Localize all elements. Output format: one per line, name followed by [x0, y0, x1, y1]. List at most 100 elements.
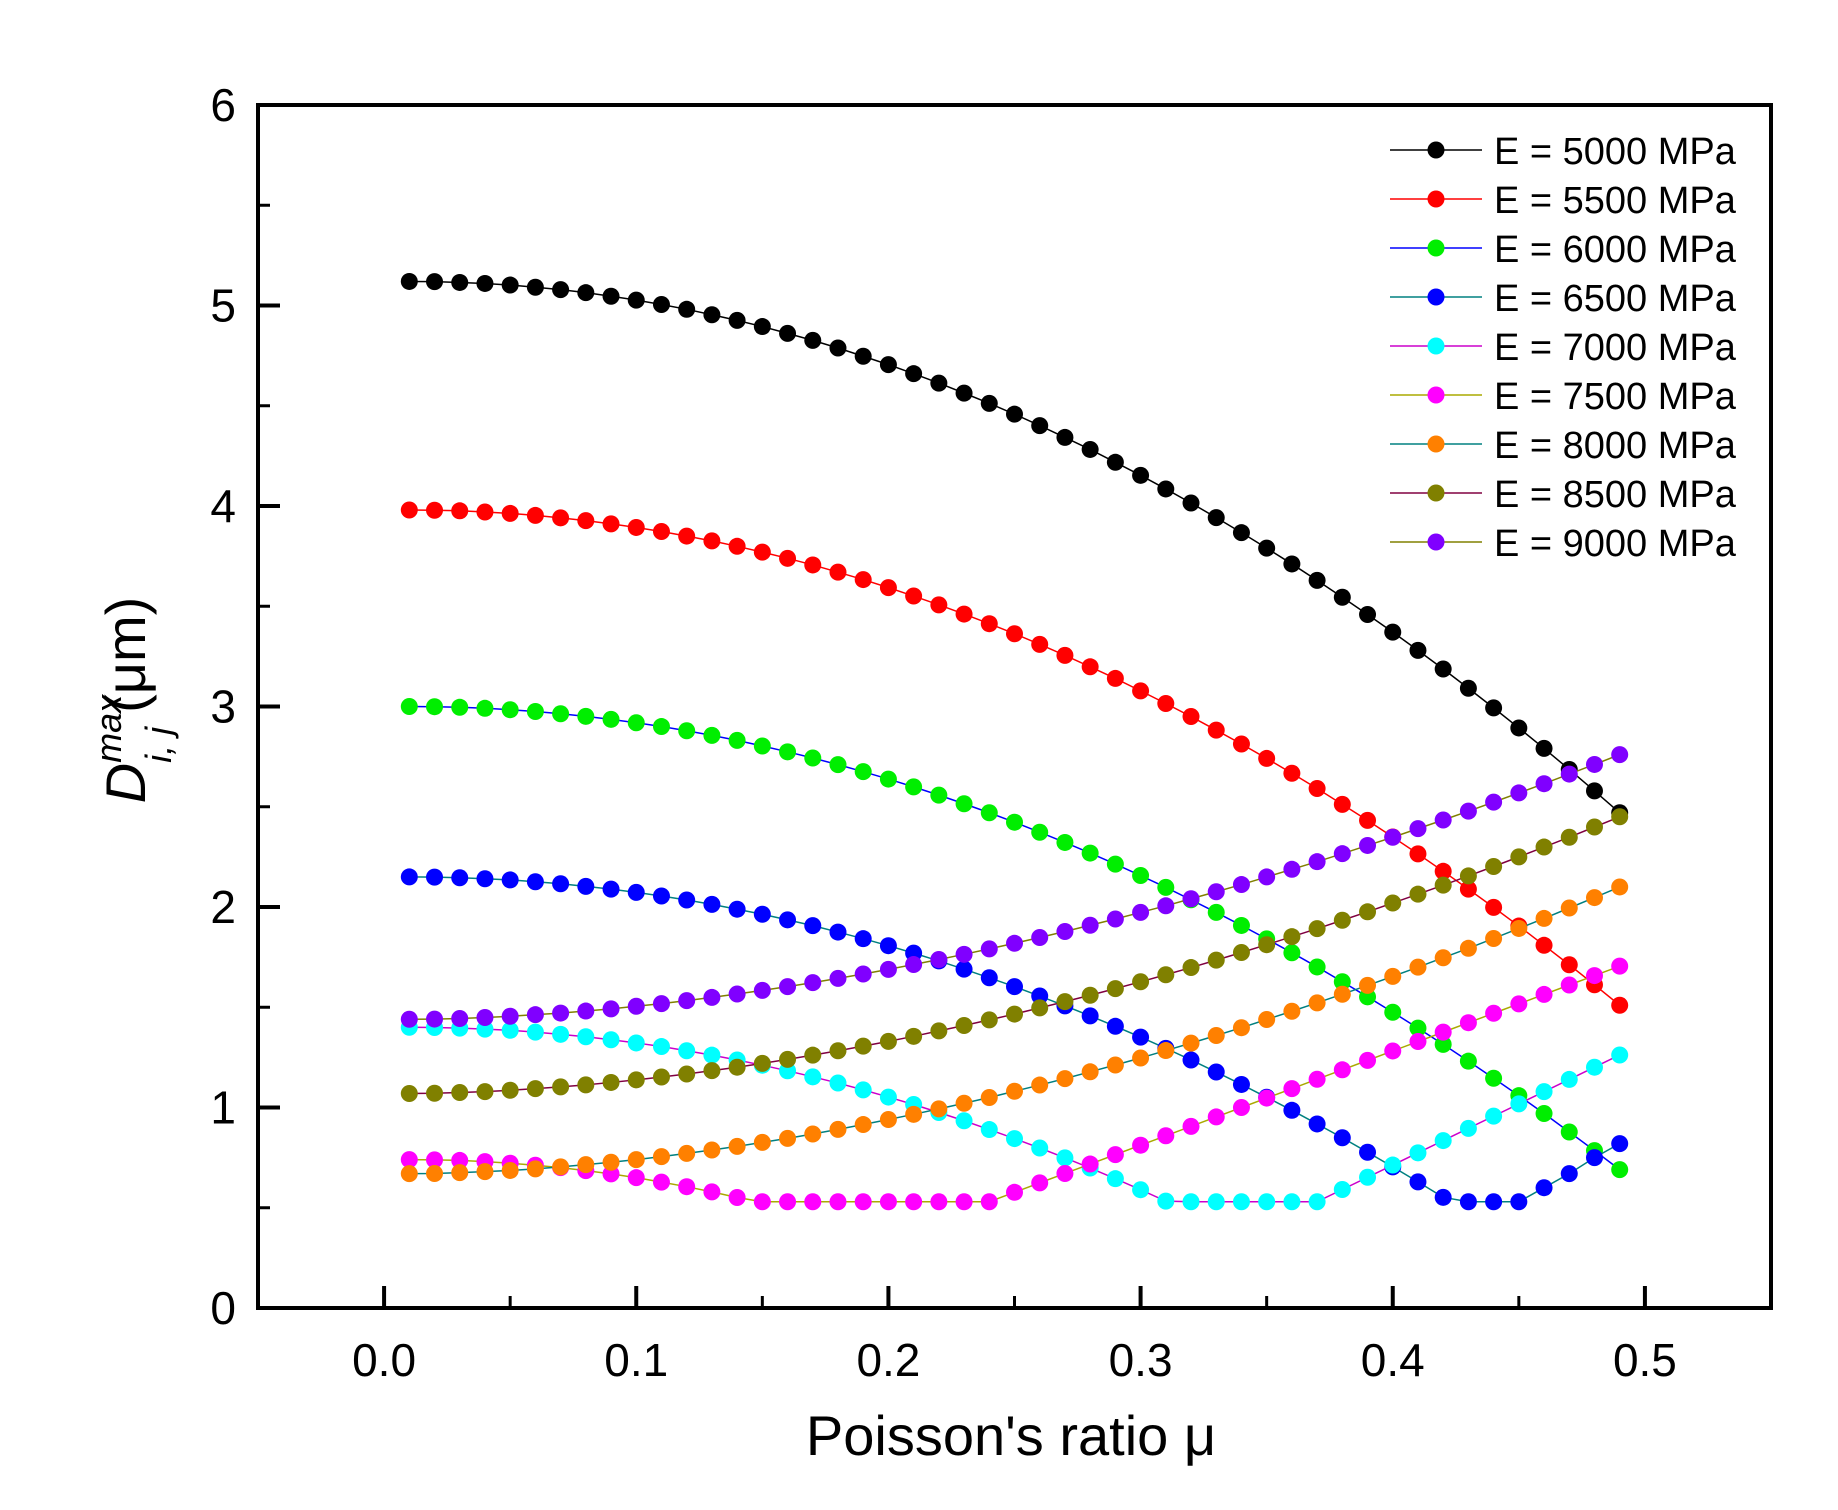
data-point: [1258, 1089, 1276, 1107]
data-point: [1207, 721, 1225, 739]
legend-item: E = 9000 MPa: [1390, 523, 1737, 565]
data-point: [1258, 539, 1276, 557]
data-point: [526, 1023, 544, 1041]
legend-marker: [1427, 337, 1445, 355]
data-point: [1485, 898, 1503, 916]
data-point: [703, 1062, 721, 1080]
data-point: [1510, 848, 1528, 866]
data-point: [1535, 909, 1553, 927]
data-point: [526, 506, 544, 524]
data-point: [1157, 966, 1175, 984]
data-point: [400, 1165, 418, 1183]
data-point: [1333, 911, 1351, 929]
y-tick-label: 1: [210, 1082, 236, 1134]
data-point: [1031, 417, 1049, 435]
data-point: [552, 705, 570, 723]
data-point: [854, 1037, 872, 1055]
data-point: [1333, 1181, 1351, 1199]
y-tick-label: 2: [210, 881, 236, 933]
series-5: [400, 957, 1629, 1211]
data-point: [1056, 1164, 1074, 1182]
data-point: [753, 1193, 771, 1211]
data-point: [1434, 1023, 1452, 1041]
data-point: [1207, 951, 1225, 969]
data-point: [1232, 876, 1250, 894]
data-point: [451, 1083, 469, 1101]
data-point: [854, 930, 872, 948]
series-7: [400, 808, 1629, 1102]
data-point: [1535, 936, 1553, 954]
data-point: [1157, 694, 1175, 712]
data-point: [854, 965, 872, 983]
data-point: [829, 1042, 847, 1060]
legend-marker: [1427, 141, 1445, 159]
data-point: [1182, 1051, 1200, 1069]
data-point: [955, 1112, 973, 1130]
data-point: [627, 518, 645, 536]
data-point: [1283, 860, 1301, 878]
data-point: [1434, 1188, 1452, 1206]
data-point: [829, 923, 847, 941]
data-point: [1611, 746, 1629, 764]
data-point: [426, 273, 444, 291]
y-tick-label: 4: [210, 480, 236, 532]
data-point: [451, 1164, 469, 1182]
data-point: [1283, 928, 1301, 946]
data-point: [526, 1006, 544, 1024]
data-point: [1006, 1130, 1023, 1148]
data-point: [1258, 868, 1276, 886]
data-point: [1157, 897, 1175, 915]
data-point: [1308, 1193, 1326, 1211]
data-point: [1182, 1034, 1200, 1052]
data-point: [1232, 916, 1250, 934]
data-point: [703, 1183, 721, 1201]
data-point: [1006, 1082, 1023, 1100]
data-point: [1258, 1193, 1276, 1211]
data-point: [652, 1148, 670, 1166]
data-point: [753, 1054, 771, 1072]
data-point: [1056, 428, 1074, 446]
data-point: [804, 1068, 822, 1086]
data-point: [1132, 867, 1150, 885]
x-tick-label: 0.0: [352, 1334, 416, 1386]
data-point: [829, 563, 847, 581]
data-point: [526, 1080, 544, 1098]
data-point: [804, 1193, 822, 1211]
data-point: [501, 276, 519, 294]
data-point: [476, 274, 494, 292]
data-point: [627, 1071, 645, 1089]
data-point: [854, 347, 872, 365]
legend-item: E = 6500 MPa: [1390, 278, 1737, 320]
data-point: [1359, 836, 1377, 854]
data-point: [703, 1046, 721, 1064]
data-point: [1308, 958, 1326, 976]
data-point: [1106, 453, 1124, 471]
data-point: [652, 887, 670, 905]
data-point: [1182, 1193, 1200, 1211]
data-point: [930, 1193, 948, 1211]
legend-label: E = 5000 MPa: [1494, 131, 1737, 173]
data-point: [1384, 1156, 1402, 1174]
data-point: [1409, 845, 1427, 863]
data-point: [1182, 959, 1200, 977]
data-point: [1384, 1042, 1402, 1060]
data-point: [1006, 625, 1023, 643]
data-point: [703, 988, 721, 1006]
data-point: [577, 284, 595, 302]
data-point: [1359, 1143, 1377, 1161]
data-point: [1006, 813, 1023, 831]
data-point: [728, 1189, 746, 1207]
data-point: [1308, 853, 1326, 871]
data-point: [451, 869, 469, 887]
data-point: [930, 786, 948, 804]
data-point: [879, 356, 897, 374]
data-point: [1434, 876, 1452, 894]
data-point: [552, 1004, 570, 1022]
series-0: [400, 272, 1629, 822]
data-point: [1106, 669, 1124, 687]
data-point: [627, 291, 645, 309]
data-point: [1031, 987, 1049, 1005]
data-point: [678, 1042, 696, 1060]
x-tick-label: 0.1: [604, 1334, 668, 1386]
